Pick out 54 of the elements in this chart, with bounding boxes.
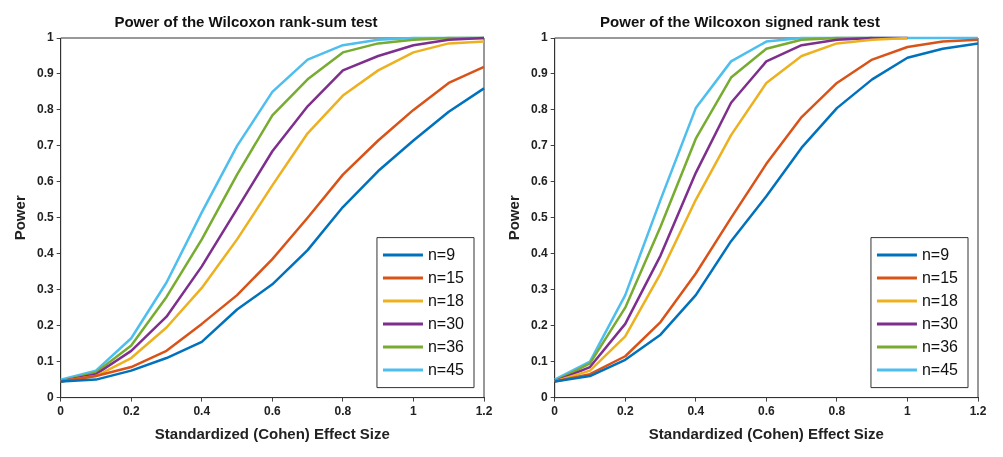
y-tick-label: 0.3 [36,282,54,297]
legend-label: n=45 [427,360,465,378]
x-tick-label: 0 [57,404,65,419]
y-tick-label: 1 [46,30,54,45]
legend-label: n=36 [427,337,465,355]
x-tick-label: 1 [904,404,912,419]
y-tick-label: 0.9 [36,66,54,81]
x-tick-label: 0.6 [758,404,775,419]
y-tick-label: 0.7 [530,138,548,153]
y-tick-label: 0.2 [36,317,54,332]
y-tick-label: 1 [540,30,548,45]
x-tick-label: 0 [551,404,559,419]
x-axis-title: Standardized (Cohen) Effect Size [154,425,390,443]
chart-title: Power of the Wilcoxon rank-sum test [114,13,378,31]
y-tick-label: 0.1 [530,353,548,368]
y-tick-label: 0.6 [36,174,54,189]
y-tick-label: 0.8 [36,102,54,117]
x-tick-label: 1.2 [475,404,493,419]
x-tick-label: 0.6 [264,404,281,419]
y-tick-label: 0.2 [530,317,548,332]
x-tick-label: 0.4 [193,404,211,419]
y-tick-label: 0.6 [530,174,548,189]
legend-label: n=18 [427,291,465,309]
x-tick-label: 0.8 [828,404,846,419]
x-tick-label: 1 [410,404,418,419]
y-tick-label: 0.7 [36,138,54,153]
y-tick-label: 0.8 [530,102,548,117]
legend-label: n=9 [427,245,456,263]
chart-title: Power of the Wilcoxon signed rank test [600,13,880,31]
y-tick-label: 0.4 [36,246,54,261]
x-axis-title: Standardized (Cohen) Effect Size [648,425,884,443]
y-tick-label: 0.3 [530,282,548,297]
y-tick-label: 0 [540,389,548,404]
legend-label: n=18 [921,291,959,309]
legend-label: n=9 [921,245,950,263]
x-tick-label: 0.8 [334,404,352,419]
y-tick-label: 0.5 [36,210,54,225]
y-tick-label: 0.9 [530,66,548,81]
x-tick-label: 0.2 [122,404,140,419]
legend-label: n=15 [427,268,465,286]
legend-label: n=30 [427,314,465,332]
y-tick-label: 0 [46,389,54,404]
y-axis-title: Power [11,195,29,241]
legend-label: n=36 [921,337,959,355]
legend-label: n=45 [921,360,959,378]
y-axis-title: Power [505,195,523,241]
y-tick-label: 0.4 [530,246,548,261]
y-tick-label: 0.1 [36,353,54,368]
x-tick-label: 0.4 [687,404,705,419]
y-tick-label: 0.5 [530,210,548,225]
x-tick-label: 1.2 [969,404,987,419]
x-tick-label: 0.2 [616,404,634,419]
legend-label: n=15 [921,268,959,286]
legend-label: n=30 [921,314,959,332]
